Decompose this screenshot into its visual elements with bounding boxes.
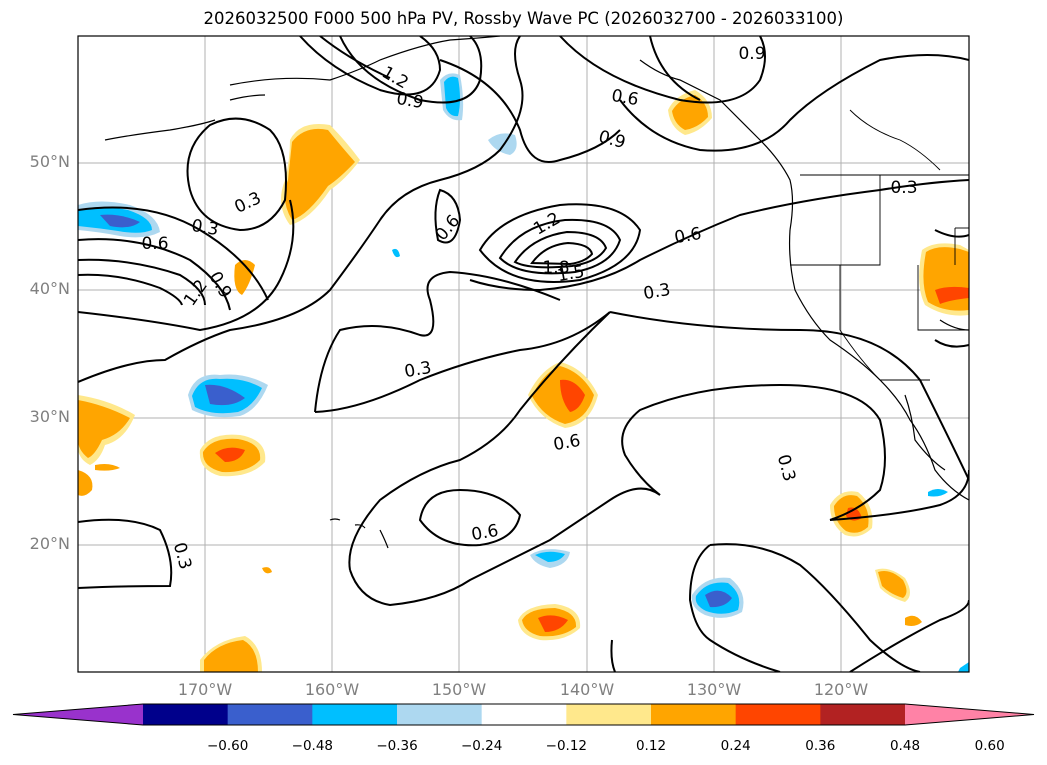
- colorbar-bin: [735, 704, 821, 725]
- colorbar-tick-label: −0.12: [545, 738, 588, 754]
- colorbar-outline: [12, 703, 1035, 726]
- colorbar-bin: [312, 704, 398, 725]
- colorbar-tick-label: −0.48: [291, 738, 334, 754]
- lat-label: 50°N: [29, 152, 70, 171]
- lon-label: 170°W: [177, 680, 233, 699]
- contour-label: 0.6: [141, 234, 168, 254]
- lon-label: 150°W: [431, 680, 487, 699]
- contour-label: 0.3: [190, 216, 220, 240]
- negative-anomalies: [78, 73, 969, 672]
- colorbar-tick-label: 0.24: [720, 738, 751, 754]
- map-title: 2026032500 F000 500 hPa PV, Rossby Wave …: [203, 9, 844, 28]
- contour-label: 0.9: [395, 89, 425, 113]
- pv-contours: [78, 36, 969, 672]
- contour-label: 0.9: [738, 44, 765, 64]
- colorbar-extend-low: [13, 704, 143, 725]
- colorbar-bin: [566, 704, 652, 725]
- colorbar-bin: [227, 704, 313, 725]
- colorbar-bin: [820, 704, 906, 725]
- colorbar-tick-label: 0.12: [635, 738, 667, 754]
- lat-label: 40°N: [29, 279, 70, 298]
- contour-label: 0.6: [470, 521, 500, 545]
- colorbar-extend-high: [905, 704, 1034, 725]
- positive-anomalies: [78, 90, 969, 672]
- plot-area: [78, 36, 969, 672]
- contour-label: 1.5: [556, 262, 586, 286]
- lat-label: 30°N: [29, 407, 70, 426]
- colorbar-tick-label: −0.24: [460, 738, 503, 754]
- colorbar-tick-label: −0.60: [206, 738, 249, 754]
- lon-label: 160°W: [304, 680, 360, 699]
- contour-label: 0.6: [673, 224, 703, 248]
- colorbar-tick-label: 0.36: [805, 738, 836, 754]
- colorbar-bin: [481, 704, 567, 725]
- lon-label: 130°W: [686, 680, 742, 699]
- colorbar-bin: [143, 704, 229, 725]
- contour-label: 0.6: [610, 86, 640, 110]
- colorbar-bin: [651, 704, 737, 725]
- contour-label: 0.3: [642, 280, 672, 304]
- plot-frame: [77, 35, 970, 673]
- lon-label: 120°W: [813, 680, 869, 699]
- lat-label: 20°N: [29, 534, 70, 553]
- contour-label: 0.3: [403, 358, 433, 382]
- lon-label: 140°W: [559, 680, 615, 699]
- colorbar-tick-label: 0.60: [974, 738, 1005, 754]
- colorbar: [12, 703, 1035, 726]
- contour-label: 0.6: [552, 431, 582, 455]
- colorbar-bin: [397, 704, 483, 725]
- contour-label: 1.8: [542, 258, 569, 278]
- borders: [790, 109, 969, 381]
- contour-label: 0.3: [890, 178, 917, 198]
- colorbar-tick-label: 0.48: [889, 738, 921, 754]
- colorbar-tick-label: −0.36: [376, 738, 418, 754]
